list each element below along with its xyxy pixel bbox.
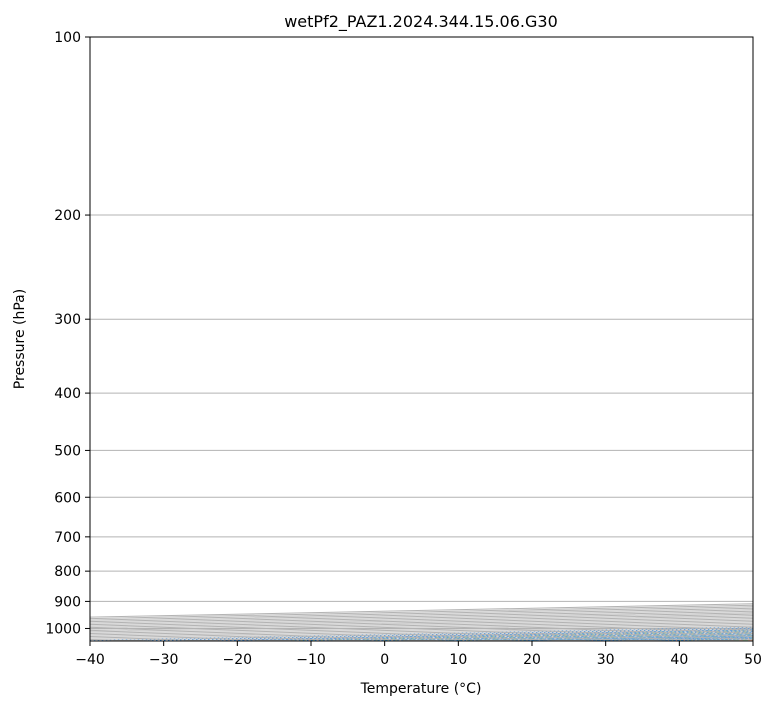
x-tick-label: −10 bbox=[296, 652, 326, 668]
x-tick-label: −40 bbox=[75, 652, 105, 668]
isotherm-line bbox=[237, 630, 753, 641]
dry-adiabat-line bbox=[562, 636, 753, 641]
isotherm-line bbox=[752, 640, 753, 641]
y-tick-label: 700 bbox=[54, 530, 81, 546]
dry-adiabat-line bbox=[711, 639, 753, 641]
isotherm-grid bbox=[90, 603, 753, 641]
moist-adiabat-line bbox=[495, 635, 753, 641]
moist-adiabat-line bbox=[274, 630, 753, 641]
isotherm-line bbox=[90, 616, 753, 632]
mixing-ratio-lines bbox=[90, 626, 753, 641]
plot-frame bbox=[89, 36, 754, 642]
x-axis-label: Temperature (°C) bbox=[360, 681, 482, 697]
isotherm-line bbox=[605, 637, 753, 641]
x-tick-label: −30 bbox=[149, 652, 179, 668]
y-tick-label: 100 bbox=[54, 30, 81, 46]
moist-adiabat-line bbox=[531, 635, 753, 641]
y-tick-label: 300 bbox=[54, 312, 81, 328]
isotherm-line bbox=[384, 633, 753, 641]
isotherm-line bbox=[90, 622, 753, 638]
moist-adiabat-line bbox=[347, 632, 753, 641]
moist-adiabat-line bbox=[716, 639, 753, 641]
y-tick-label: 200 bbox=[54, 208, 81, 224]
y-axis-ticks: 100 200 300 400 500 600 700 800 900 1000 bbox=[45, 30, 90, 637]
moist-adiabat-line bbox=[568, 636, 753, 641]
y-tick-label: 600 bbox=[54, 490, 81, 506]
isotherm-line bbox=[90, 621, 753, 636]
isotherm-line bbox=[90, 604, 753, 620]
isotherm-line bbox=[310, 631, 753, 641]
mixing-ratio-line bbox=[546, 636, 753, 641]
dry-adiabat-line bbox=[636, 637, 753, 641]
y-tick-label: 400 bbox=[54, 386, 81, 402]
isotherm-line bbox=[90, 606, 753, 621]
isotherm-line bbox=[90, 609, 753, 624]
x-tick-label: 50 bbox=[744, 652, 762, 668]
isotherm-line bbox=[679, 639, 753, 641]
isotherm-line bbox=[90, 613, 753, 629]
moist-adiabat-line bbox=[642, 638, 753, 641]
isotherm-line bbox=[90, 610, 753, 626]
x-tick-label: 30 bbox=[597, 652, 615, 668]
isotherm-line bbox=[90, 612, 753, 627]
isotherm-line bbox=[90, 615, 753, 630]
dry-adiabat-line bbox=[412, 633, 753, 641]
isotherm-line bbox=[90, 624, 753, 639]
isotherm-line bbox=[90, 619, 753, 635]
plot-area bbox=[90, 37, 753, 641]
y-tick-label: 500 bbox=[54, 443, 81, 459]
isotherm-line bbox=[90, 603, 753, 618]
moist-adiabats bbox=[237, 629, 753, 641]
dry-adiabat-line bbox=[188, 628, 753, 641]
x-axis-ticks: −40 −30 −20 −10 0 10 20 30 40 50 bbox=[75, 641, 762, 668]
dry-adiabats bbox=[188, 628, 753, 641]
isotherm-line bbox=[90, 618, 753, 633]
isotherm-line bbox=[90, 627, 753, 641]
isotherm-line bbox=[531, 636, 753, 641]
chart-title: wetPf2_PAZ1.2024.344.15.06.G30 bbox=[284, 12, 558, 32]
moist-adiabat-line bbox=[458, 634, 753, 641]
y-tick-label: 900 bbox=[54, 594, 81, 610]
x-tick-label: 20 bbox=[523, 652, 541, 668]
moist-adiabat-line bbox=[237, 629, 753, 641]
isobar-grid bbox=[90, 37, 753, 629]
isotherm-line bbox=[90, 607, 753, 623]
x-tick-label: −20 bbox=[223, 652, 253, 668]
dry-adiabat-line bbox=[487, 634, 753, 641]
moist-adiabat-line bbox=[679, 638, 753, 641]
x-tick-label: 0 bbox=[380, 652, 389, 668]
dry-adiabat-line bbox=[263, 630, 753, 641]
mixing-ratio-line bbox=[90, 626, 753, 641]
isotherm-line bbox=[163, 628, 753, 641]
dry-adiabat-line bbox=[338, 631, 753, 641]
x-tick-label: 10 bbox=[449, 652, 467, 668]
moist-adiabat-line bbox=[605, 637, 753, 641]
y-tick-label: 1000 bbox=[45, 621, 81, 637]
moist-adiabat-line bbox=[384, 632, 753, 641]
y-tick-label: 800 bbox=[54, 564, 81, 580]
x-tick-label: 40 bbox=[670, 652, 688, 668]
isotherm-line bbox=[90, 625, 753, 641]
y-axis-label: Pressure (hPa) bbox=[12, 289, 28, 389]
moist-adiabat-line bbox=[310, 631, 753, 641]
isotherm-line bbox=[458, 634, 753, 641]
